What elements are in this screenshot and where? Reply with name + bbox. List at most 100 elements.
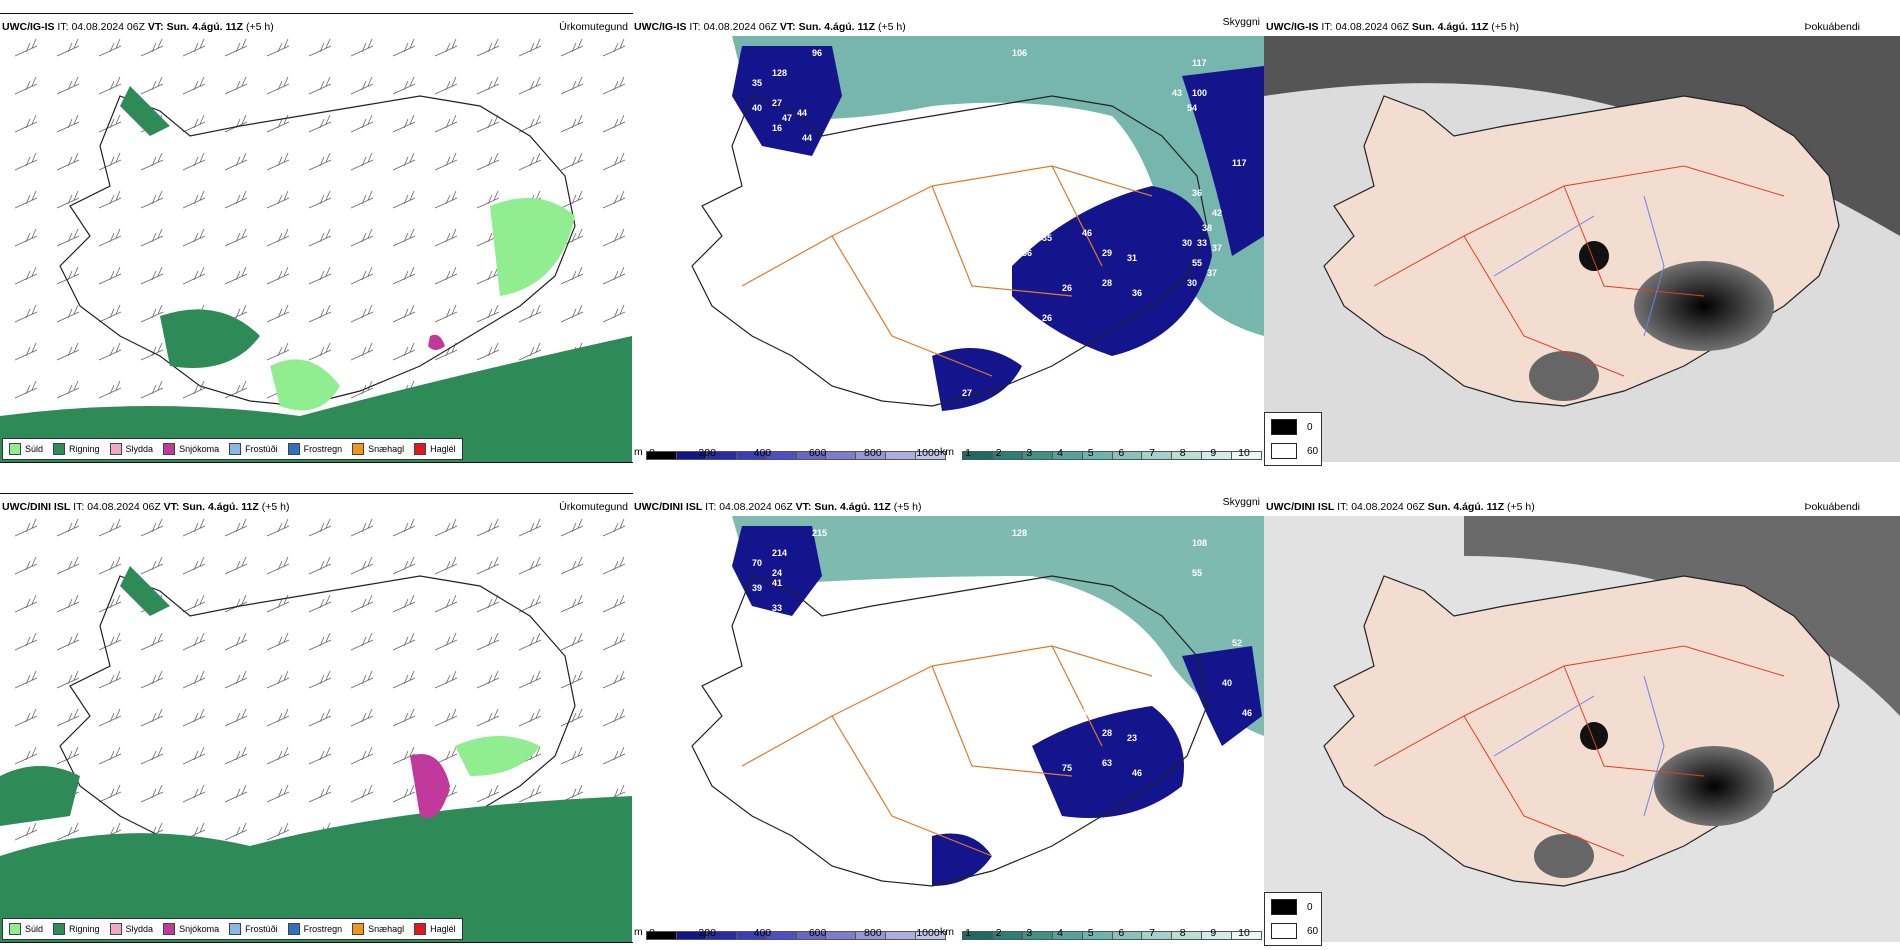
colorbar-segment (1022, 451, 1053, 460)
panel-type-label: Skyggni (1222, 16, 1260, 28)
colorbar-segment (962, 931, 993, 940)
colorbar-tick-label: 800 (864, 927, 882, 939)
ceiling-value: 108 (1192, 538, 1207, 548)
rain-area (0, 796, 632, 942)
low-ceiling-area (932, 348, 1022, 411)
legend-item: Haglél (414, 443, 456, 455)
panel-header: UWC/IG-IS IT: 04.08.2024 06Z VT: Sun. 4.… (2, 21, 274, 33)
colorbar-tick-label: 0 (649, 927, 655, 939)
legend-swatch (1271, 899, 1297, 915)
low-ceiling-area (1012, 186, 1212, 356)
colorbar-segment (992, 931, 1023, 940)
ceiling-value: 70 (752, 558, 762, 568)
ceiling-value: 29 (1042, 793, 1052, 803)
panel-header: UWC/DINI ISL IT: 04.08.2024 06Z Sun. 4.á… (1266, 501, 1535, 513)
colorbar-segment (1202, 931, 1233, 940)
colorbar-segment (676, 931, 707, 940)
low-visibility-sea (732, 36, 1264, 336)
low-ceiling-area (732, 526, 822, 616)
colorbar-tick-label: 9 (1210, 927, 1217, 939)
ceiling-value: 28 (742, 618, 752, 628)
cloud-panel-row2: UWC/DINI ISL IT: 04.08.2024 06Z Sun. 4.á… (1264, 494, 1900, 942)
ceiling-value: 82 (952, 228, 962, 238)
ceiling-value: 45 (982, 818, 992, 828)
legend-swatch (163, 443, 176, 455)
ceiling-value: 36 (1132, 288, 1142, 298)
river-network (1493, 195, 1665, 337)
colorbar-tick-label: 600 (808, 447, 827, 459)
rain-area (160, 309, 260, 368)
ceiling-bar-unit: m (634, 446, 643, 458)
ceiling-value: 106 (1012, 48, 1027, 58)
low-ceiling-area (732, 46, 842, 156)
ceiling-value: 128 (1012, 528, 1027, 538)
ceiling-value: 35 (1042, 233, 1052, 243)
ceiling-value: 75 (1062, 763, 1072, 773)
ceiling-value: 42 (1212, 208, 1222, 218)
ceiling-map: 214 215 128 108 55 52 70 39 41 49 33 28 40 46 62 24 74 86… (632, 516, 1264, 926)
snow-area (410, 754, 450, 818)
ceiling-value: 16 (772, 123, 782, 133)
ceiling-value: 40 (1222, 678, 1232, 688)
ceiling-value: 56 (1022, 248, 1032, 258)
colorbar-tick-label: 0 (649, 447, 655, 459)
low-visibility-sea (732, 516, 1264, 736)
legend-item: Súld (9, 923, 43, 935)
ceiling-value: 37 (1212, 243, 1222, 253)
ceiling-panel-row1: UWC/IG-IS IT: 04.08.2024 06Z VT: Sun. 4.… (632, 14, 1264, 462)
precip-panel-row1: UWC/IG-IS IT: 04.08.2024 06Z VT: Sun. 4.… (0, 13, 633, 463)
ceiling-map: 128 96 106 117 100 117 35 40 27 44 16 10 82 81 56 35 46 2… (632, 36, 1264, 446)
colorbar-tick-label: 2 (995, 447, 1002, 459)
precip-panel-row2: UWC/DINI ISL IT: 04.08.2024 06Z VT: Sun.… (0, 493, 633, 943)
ceiling-value: 41 (772, 578, 782, 588)
fog-area (1654, 746, 1774, 826)
colorbar-tick-label: 8 (1179, 927, 1186, 939)
ceiling-value: 24 (772, 568, 782, 578)
ceiling-value: 62 (1202, 738, 1212, 748)
colorbar-segment (1112, 931, 1143, 940)
legend-swatch (287, 923, 300, 935)
colorbar-segment (856, 931, 887, 940)
ceiling-value: 74 (952, 708, 962, 718)
colorbar-segment (1022, 931, 1053, 940)
ceiling-value: 46 (1242, 708, 1252, 718)
visibility-bar-unit: km (940, 926, 954, 938)
colorbar-tick-label: 200 (698, 447, 716, 459)
road-network (1373, 645, 1785, 857)
visibility-colorbar: 1 2 3 4 5 6 7 8 9 10 (962, 438, 1263, 460)
colorbar-tick-label: 600 (808, 927, 827, 939)
colorbar-tick-label: 7 (1149, 927, 1155, 939)
ceiling-value: 30 (1182, 238, 1192, 248)
ceiling-value: 17 (762, 298, 772, 308)
ceiling-value: 46 (1082, 228, 1092, 238)
rain-area (120, 566, 170, 616)
panel-header: UWC/DINI ISL IT: 04.08.2024 06Z VT: Sun.… (2, 501, 290, 513)
colorbar-tick-label: 4 (1057, 927, 1063, 939)
ceiling-value: 45 (902, 383, 912, 393)
colorbar-segment (1232, 451, 1263, 460)
colorbar-tick-label: 5 (1087, 447, 1094, 459)
ceiling-value: 30 (902, 863, 912, 873)
colorbar-tick-label: 1000 (916, 927, 940, 939)
colorbar-segment (886, 451, 917, 460)
legend-swatch (109, 443, 122, 455)
panel-type-label: Úrkomutegund (559, 501, 628, 513)
ceiling-value: 215 (812, 528, 827, 538)
colorbar-segment (992, 451, 1023, 460)
ceiling-value: 32 (1082, 708, 1092, 718)
colorbar-segment (886, 931, 917, 940)
colorbar-segment (916, 931, 947, 940)
colorbar-segment (706, 931, 737, 940)
panel-header: UWC/DINI ISL IT: 04.08.2024 06Z VT: Sun.… (634, 501, 922, 513)
ceiling-value: 33 (1197, 238, 1207, 248)
legend-swatch (53, 443, 66, 455)
ceiling-value: 49 (802, 613, 812, 623)
fog-area (1580, 722, 1608, 750)
panel-type-label: Þokuábendi (1804, 21, 1860, 33)
iceland-outline (691, 95, 1208, 407)
ceiling-value: 86 (1002, 688, 1012, 698)
legend-item: Frostúði (229, 923, 278, 935)
colorbar-segment (1052, 451, 1083, 460)
ceiling-value: 100 (1192, 88, 1207, 98)
ceiling-value: 40 (1022, 728, 1032, 738)
